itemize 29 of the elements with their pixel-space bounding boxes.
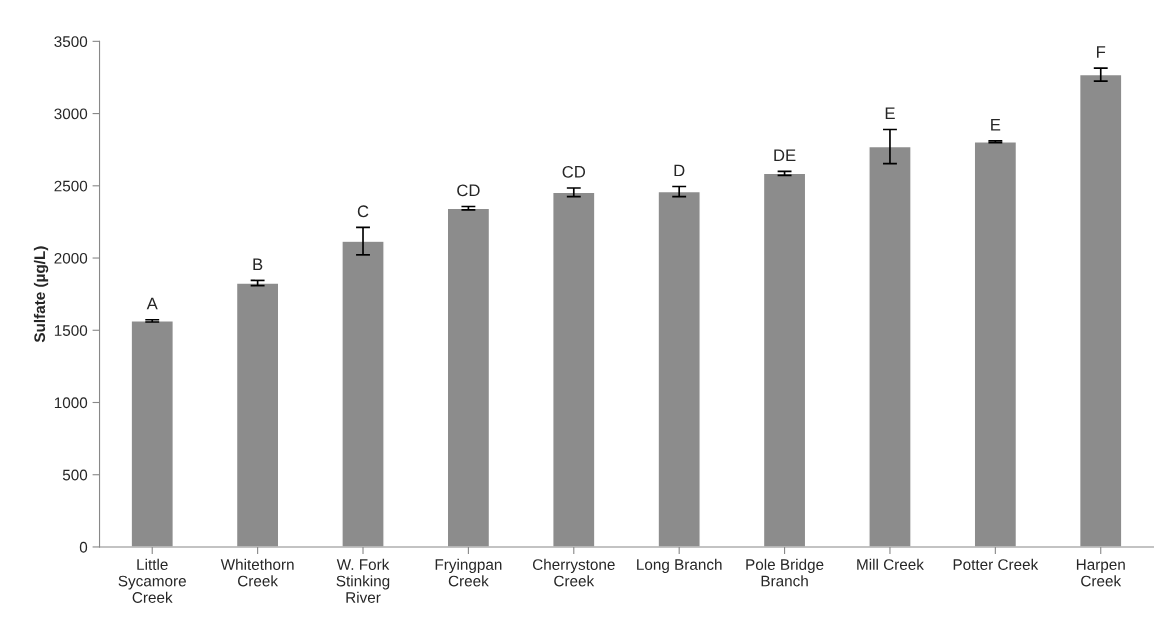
- annotation: CD: [457, 184, 480, 197]
- x-tick-label: Pole Bridge Branch: [746, 558, 824, 587]
- annotation: CD: [562, 165, 586, 178]
- x-tick-label: Fryingpan Creek: [435, 558, 502, 587]
- y-tick-label: 2000: [54, 252, 88, 264]
- x-tick-label: Cherrystone Creek: [532, 558, 615, 587]
- x-tick-label: Long Branch: [637, 558, 722, 574]
- annotation: D: [674, 164, 685, 177]
- y-tick-label: 3000: [54, 108, 88, 120]
- annotation: E: [991, 119, 1001, 131]
- y-tick-label: 3500: [54, 36, 88, 48]
- x-tick-label: Harpen Creek: [1076, 559, 1125, 587]
- x-tick-label: Mill Creek: [857, 558, 924, 570]
- annotation: A: [146, 297, 158, 310]
- x-tick-label: W. Fork Stinking River: [336, 558, 390, 603]
- annotation: E: [885, 107, 895, 120]
- annotation: C: [357, 205, 369, 218]
- y-axis-title: Sulfate (µg/L): [33, 246, 49, 343]
- x-tick-label: Whitethorn Creek: [220, 558, 294, 587]
- annotation: B: [253, 258, 263, 271]
- x-tick-label: Potter Creek: [953, 558, 1039, 570]
- y-tick-label: 1000: [54, 397, 88, 409]
- y-tick-label: 0: [79, 541, 88, 553]
- annotation: DE: [774, 149, 796, 161]
- y-tick-label: 1500: [54, 325, 88, 336]
- y-tick-label: 2500: [54, 180, 88, 192]
- annotation: F: [1097, 46, 1106, 58]
- y-tick-label: 500: [62, 469, 88, 481]
- x-tick-label: Little Sycamore Creek: [118, 558, 186, 603]
